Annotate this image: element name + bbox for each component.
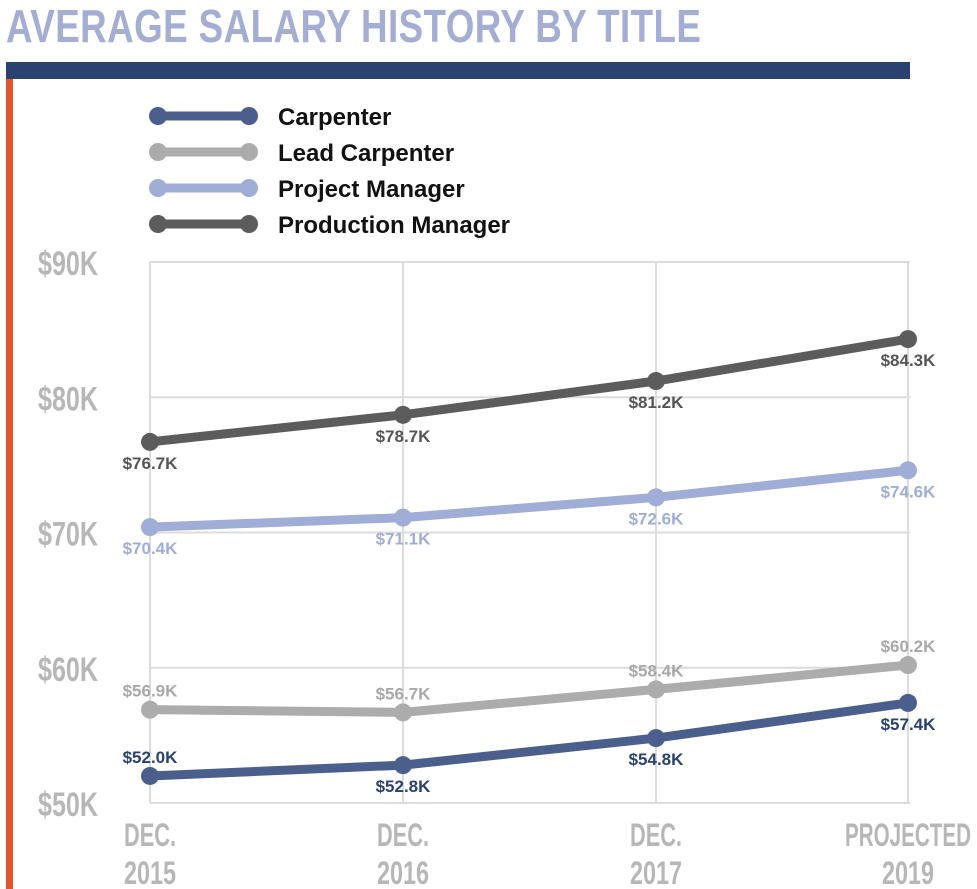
- x-tick-label: 2016: [377, 855, 429, 889]
- data-label: $72.6K: [629, 509, 685, 528]
- data-label: $81.2K: [629, 393, 685, 412]
- data-label: $74.6K: [881, 482, 937, 501]
- data-label: $71.1K: [376, 530, 432, 549]
- data-point: [394, 756, 412, 775]
- data-point: [647, 680, 665, 699]
- y-tick-label: $90K: [38, 245, 98, 283]
- data-label: $84.3K: [881, 351, 937, 370]
- legend-swatch-dot: [149, 143, 167, 161]
- accent-sidebar: [6, 79, 13, 889]
- legend-label: Carpenter: [278, 104, 391, 131]
- legend-swatch-dot: [240, 179, 258, 197]
- data-point: [141, 700, 159, 719]
- series-line: [145, 698, 913, 781]
- data-point: [647, 488, 665, 507]
- data-label: $78.7K: [376, 427, 432, 446]
- legend: Carpenter Lead Carpenter Project Manager Pr…: [149, 104, 510, 239]
- data-label: $56.7K: [376, 684, 432, 703]
- y-tick-label: $80K: [38, 380, 98, 418]
- data-point: [899, 461, 917, 480]
- data-point: [141, 518, 159, 537]
- y-tick-label: $70K: [38, 516, 98, 554]
- legend-swatch-dot: [240, 143, 258, 161]
- data-label: $52.0K: [123, 748, 179, 767]
- chart-title: AVERAGE SALARY HISTORY BY TITLE: [6, 0, 702, 52]
- data-point: [394, 508, 412, 527]
- y-tick-label: $60K: [38, 651, 98, 689]
- legend-swatch-dot: [149, 107, 167, 125]
- data-point: [899, 693, 917, 712]
- series-line: [145, 660, 913, 717]
- data-label: $70.4K: [123, 539, 179, 558]
- data-label: $76.7K: [123, 454, 179, 473]
- grid-lines: [149, 261, 910, 804]
- series-line: [145, 334, 913, 447]
- x-tick-label: 2019: [882, 855, 934, 889]
- data-label: $52.8K: [376, 777, 432, 796]
- data-point: [141, 766, 159, 785]
- data-point: [899, 656, 917, 675]
- x-tick-label: PROJECTED: [845, 817, 971, 853]
- data-label: $60.2K: [881, 637, 937, 656]
- y-axis-ticks: $90K $80K $70K $60K $50K: [38, 245, 98, 824]
- data-label: $57.4K: [881, 715, 937, 734]
- data-label: $54.8K: [629, 750, 685, 769]
- data-label: $58.4K: [629, 661, 685, 680]
- x-tick-label: 2017: [630, 855, 682, 889]
- x-tick-label: DEC.: [630, 817, 682, 853]
- legend-swatch-dot: [149, 179, 167, 197]
- data-point: [647, 729, 665, 748]
- data-point: [394, 703, 412, 722]
- legend-swatch-dot: [149, 215, 167, 233]
- data-point: [647, 372, 665, 391]
- legend-label: Project Manager: [278, 176, 465, 203]
- legend-label: Production Manager: [278, 212, 510, 239]
- legend-swatch-dot: [240, 107, 258, 125]
- data-point: [141, 432, 159, 451]
- data-point: [394, 405, 412, 424]
- series-line: [145, 465, 913, 532]
- x-tick-label: DEC.: [124, 817, 176, 853]
- data-point: [899, 330, 917, 349]
- x-tick-label: DEC.: [377, 817, 429, 853]
- series-group: $52.0K $52.8K $54.8K $57.4K $56.9K $56.7K $58.…: [123, 330, 937, 796]
- y-tick-label: $50K: [38, 786, 98, 824]
- legend-swatch-dot: [240, 215, 258, 233]
- x-tick-label: 2015: [124, 855, 176, 889]
- header-bar: [6, 62, 910, 79]
- data-label: $56.9K: [123, 682, 179, 701]
- legend-label: Lead Carpenter: [278, 140, 454, 167]
